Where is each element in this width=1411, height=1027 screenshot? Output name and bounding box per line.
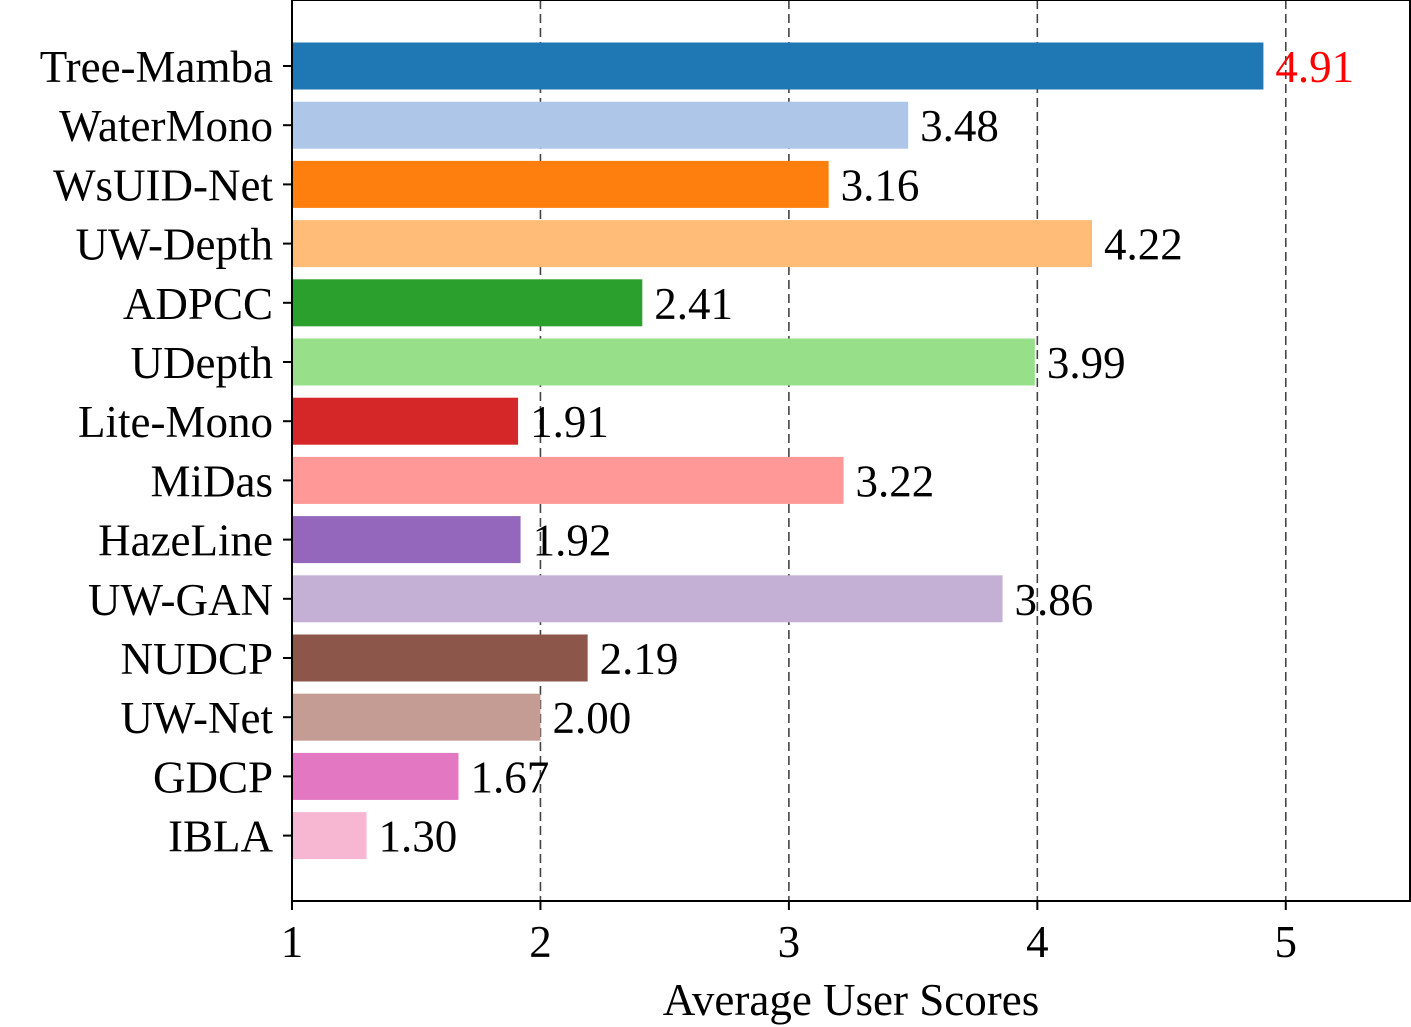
value-label: 4.22 [1104,220,1183,270]
value-label: 1.91 [530,397,609,447]
category-label: GDCP [153,752,273,802]
bar [292,101,909,149]
plot-frame [291,0,1411,902]
value-label: 1.30 [379,812,458,862]
category-label: HazeLine [98,516,273,566]
category-label: UDepth [131,338,273,388]
bar [292,279,643,327]
category-label: UW-GAN [88,575,273,625]
value-label: 2.19 [600,634,679,684]
bar [292,397,519,445]
x-tick-label: 5 [1275,917,1298,967]
bar [292,516,521,564]
bar [292,812,367,860]
category-label: UW-Depth [76,220,273,270]
category-label: Lite-Mono [78,397,273,447]
category-label: ADPCC [123,279,273,329]
value-label: 3.86 [1015,575,1094,625]
value-label: 3.22 [856,456,935,506]
category-label: WsUID-Net [53,160,273,210]
y-axis: Tree-Mamba WaterMono WsUID-Net UW-Depth ADPC… [40,42,292,862]
category-label: Tree-Mamba [40,42,273,92]
value-labels: 4.91 3.483.16 4.22 2.41 3.99 1.91 3.22 1.92 3.86… [379,42,1355,862]
x-tick-label: 3 [778,917,801,967]
value-label: 4.91 [1275,42,1354,92]
category-label: IBLA [168,812,273,862]
value-label: 2.41 [654,279,733,329]
bar [292,160,829,208]
bar [292,575,1003,623]
category-label: MiDas [151,456,274,506]
x-axis-title: Average User Scores [663,975,1040,1025]
bar [292,456,844,504]
bar [292,634,588,682]
x-tick-label: 4 [1026,917,1049,967]
value-label: 3.16 [841,160,920,210]
value-label: 1.92 [533,516,612,566]
category-label: NUDCP [120,634,273,684]
x-axis: 1 2 3 4 5 [281,901,1297,967]
bar [292,693,541,741]
category-label: WaterMono [59,101,273,151]
bar [292,338,1035,386]
value-label: 1.67 [470,752,549,802]
value-label: 2.00 [552,693,631,743]
category-label: UW-Net [121,693,274,743]
gridlines [539,0,1287,901]
x-tick-label: 1 [281,917,304,967]
value-label: 3.48 [920,101,999,151]
x-tick-label: 2 [529,917,552,967]
value-label: 3.99 [1047,338,1126,388]
bar [292,42,1264,90]
bar [292,220,1092,268]
bars [292,42,1264,860]
bar [292,752,459,800]
